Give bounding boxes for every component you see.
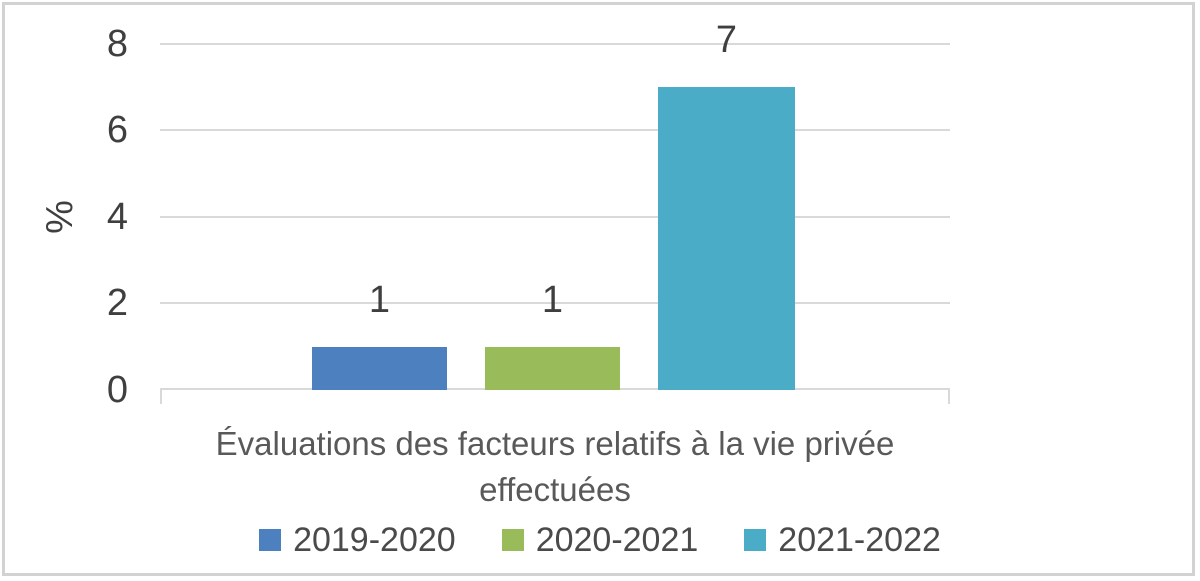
legend-swatch-icon [501,529,524,551]
y-tick-label: 8 [106,23,128,65]
legend-swatch-icon [744,529,767,551]
bar-value-label: 1 [368,279,391,321]
x-axis-title: Évaluations des facteurs relatifs à la v… [160,421,950,513]
legend-label: 2019-2020 [293,520,456,559]
axis-end-tick-right [948,390,950,404]
bar-group-2019-2020: 1 [312,44,447,390]
legend-item-2020-2021: 2020-2021 [501,520,699,560]
legend-item-2021-2022: 2021-2022 [744,521,941,560]
bar-group-2020-2021: 1 [485,44,620,390]
bar [658,87,795,390]
gridline-8 [160,43,950,45]
gridline-6 [160,129,950,131]
axis-end-tick-left [160,390,162,404]
x-axis-title-line2: effectuées [479,471,631,508]
bar-value-label: 7 [715,19,738,61]
gridline-4 [160,216,950,218]
bar-group-2021-2022: 7 [658,21,795,390]
bar [485,347,620,390]
y-tick-label: 0 [106,369,128,411]
legend-swatch-icon [259,529,282,551]
bar [312,347,447,390]
bar-value-label: 1 [541,279,564,321]
legend-label: 2021-2022 [778,520,941,559]
y-tick-label: 4 [106,196,128,238]
gridline-2 [160,302,950,304]
plot-area: 1 1 7 [160,21,950,404]
legend-label: 2020-2021 [535,520,699,559]
y-tick-label: 6 [106,109,128,151]
x-axis-title-line1: Évaluations des facteurs relatifs à la v… [215,425,895,462]
legend: 2019-2020 2020-2021 2021-2022 [0,518,1200,562]
legend-item-2019-2020: 2019-2020 [259,521,456,560]
y-tick-label: 2 [106,282,128,324]
